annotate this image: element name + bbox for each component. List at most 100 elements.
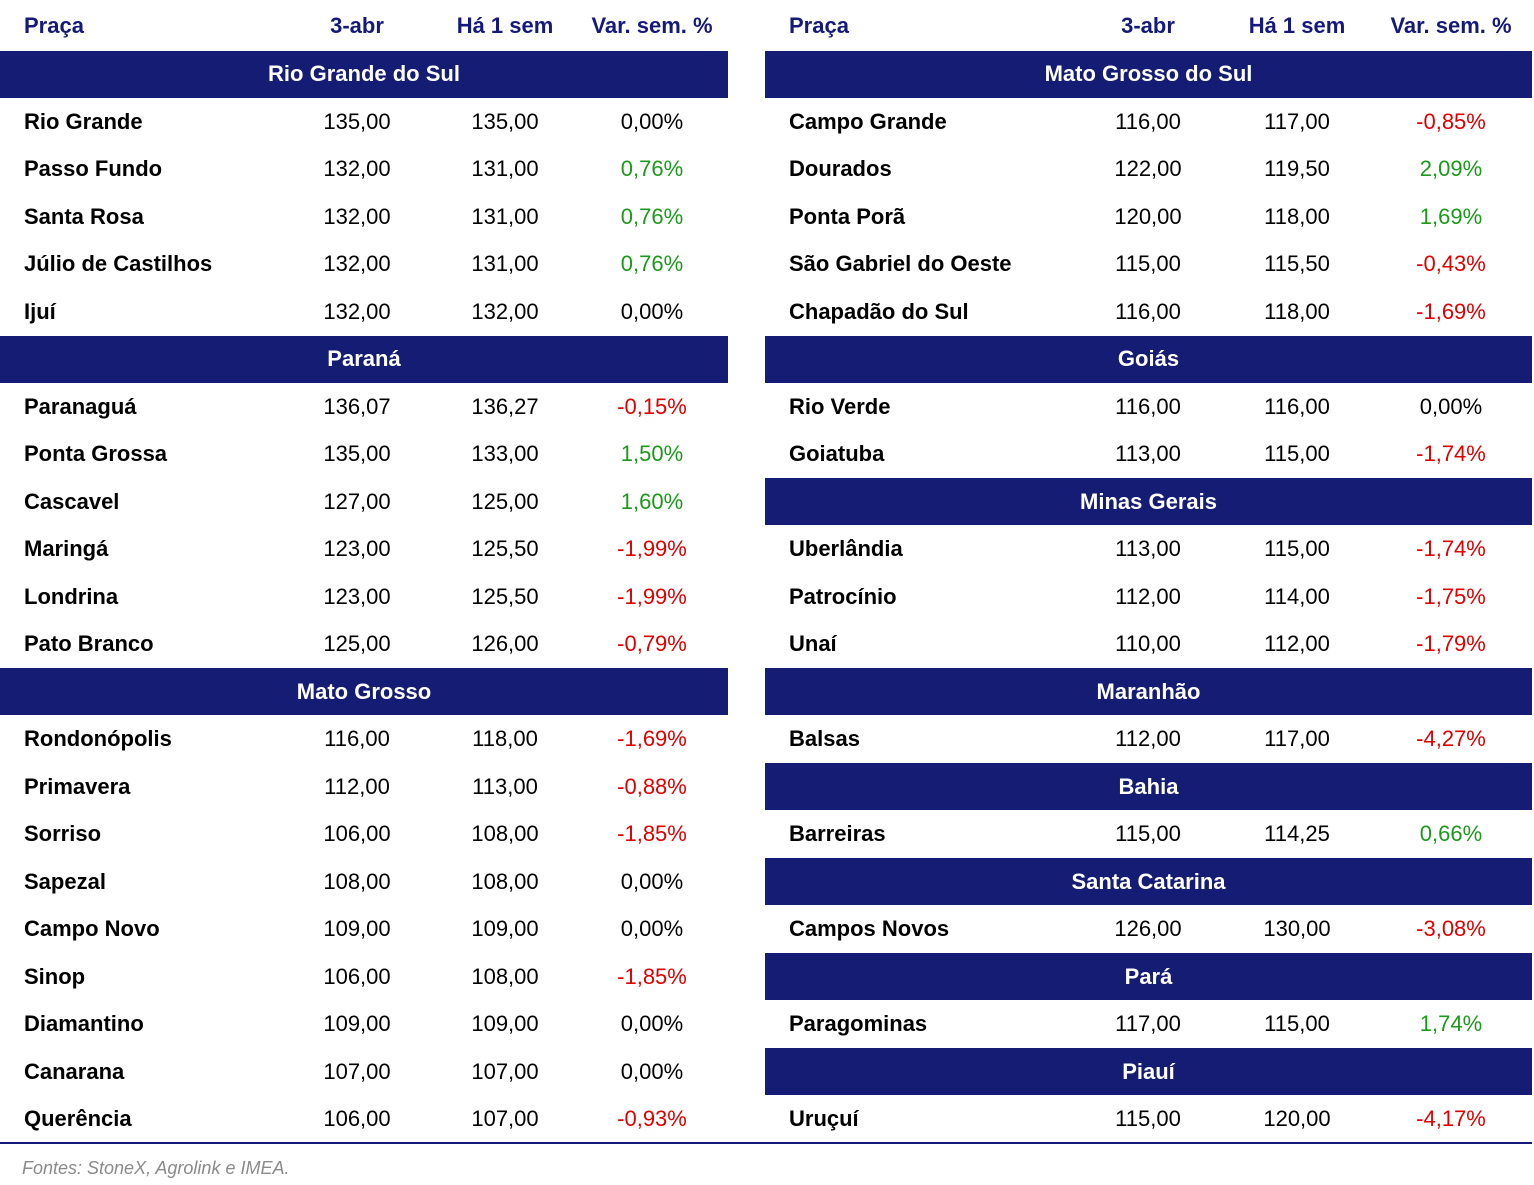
price: 123,00 [323, 536, 391, 561]
place-name: Canarana [24, 1058, 125, 1084]
group-title: Pará [1124, 963, 1173, 989]
price: 131,00 [471, 251, 539, 276]
price: 125,50 [471, 583, 539, 609]
price: 123,00 [323, 583, 391, 609]
variation: -1,69% [1416, 298, 1486, 324]
price: 115,50 [1264, 251, 1330, 276]
place-name: Primavera [24, 773, 131, 799]
variation: 0,76% [620, 156, 684, 181]
price: 118,00 [1264, 203, 1330, 229]
column-header: Há 1 sem [456, 13, 554, 38]
variation: 1,50% [620, 441, 684, 466]
price: 135,00 [471, 108, 539, 134]
place-name: Ponta Grossa [24, 441, 168, 466]
place-name: Júlio de Castilhos [24, 251, 213, 276]
variation: 0,00% [1419, 393, 1483, 419]
price: 109,00 [323, 1011, 391, 1036]
place-name: Paragominas [789, 1011, 928, 1036]
group-title: Maranhão [1096, 678, 1201, 704]
price: 112,00 [1115, 583, 1181, 609]
variation: -1,85% [617, 963, 687, 989]
place-name: Chapadão do Sul [789, 298, 969, 324]
column-header: Praça [789, 13, 849, 38]
price: 109,00 [471, 916, 539, 941]
variation: -0,93% [617, 1106, 687, 1131]
place-name: Goiatuba [789, 441, 885, 466]
variation: 2,09% [1419, 156, 1483, 181]
price: 119,50 [1264, 156, 1330, 181]
price: 120,00 [1114, 203, 1182, 229]
price: 106,00 [323, 963, 391, 989]
variation: -0,88% [617, 773, 687, 799]
place-name: Rondonópolis [24, 726, 172, 751]
variation: -1,79% [1416, 631, 1486, 656]
variation: -1,74% [1416, 441, 1486, 466]
variation: -1,85% [617, 821, 687, 846]
price: 115,00 [1264, 441, 1330, 466]
place-name: Campo Grande [789, 108, 947, 134]
place-name: Santa Rosa [24, 203, 144, 229]
price: 108,00 [323, 868, 391, 894]
place-name: Ijuí [24, 298, 56, 324]
variation: 0,66% [1419, 821, 1483, 846]
price: 115,00 [1115, 251, 1181, 276]
group-title: Bahia [1118, 773, 1179, 799]
variation: -0,79% [617, 631, 687, 656]
variation: 1,60% [620, 488, 684, 514]
column-header: Praça [24, 13, 84, 38]
price: 116,00 [1115, 108, 1181, 134]
place-name: Sorriso [24, 821, 102, 846]
price: 133,00 [471, 441, 539, 466]
group-title: Minas Gerais [1080, 488, 1217, 514]
variation: -1,69% [617, 726, 687, 751]
variation: 0,00% [620, 298, 684, 324]
column-header: Var. sem. % [1390, 13, 1512, 38]
place-name: Balsas [789, 726, 860, 751]
column-header: 3-abr [330, 13, 384, 38]
price: 132,00 [323, 298, 391, 324]
price: 132,00 [323, 203, 391, 229]
price: 107,00 [323, 1058, 391, 1084]
place-name: Londrina [24, 583, 119, 609]
price: 109,00 [323, 916, 391, 941]
bottom-rule [0, 1142, 1532, 1144]
price: 126,00 [1114, 916, 1182, 941]
price: 127,00 [323, 488, 391, 514]
price: 114,25 [1264, 821, 1330, 846]
place-name: Uberlândia [789, 536, 903, 561]
price: 136,07 [323, 393, 391, 419]
variation: -0,15% [617, 393, 687, 419]
price: 116,00 [1115, 298, 1181, 324]
price: 132,00 [323, 156, 391, 181]
group-band [0, 335, 728, 383]
price: 110,00 [1115, 631, 1181, 656]
price: 116,00 [324, 726, 390, 751]
price: 135,00 [323, 108, 391, 134]
group-band [765, 1048, 1532, 1095]
place-name: Sapezal [24, 868, 106, 894]
group-title: Mato Grosso do Sul [1044, 61, 1253, 86]
place-name: Sinop [24, 963, 86, 989]
price: 108,00 [471, 868, 539, 894]
group-band [765, 668, 1532, 715]
price: 115,00 [1264, 536, 1330, 561]
price: 107,00 [471, 1058, 539, 1084]
price: 118,00 [472, 726, 538, 751]
price: 106,00 [323, 1106, 391, 1131]
variation: -1,99% [617, 536, 687, 561]
place-name: Passo Fundo [24, 156, 163, 181]
price: 107,00 [471, 1106, 539, 1131]
variation: 0,00% [620, 868, 684, 894]
price: 136,27 [471, 393, 539, 419]
price: 116,00 [1115, 393, 1181, 419]
price: 108,00 [471, 821, 539, 846]
group-title: Piauí [1122, 1058, 1175, 1084]
variation: 1,69% [1419, 203, 1483, 229]
place-name: Uruçuí [789, 1106, 859, 1131]
price: 130,00 [1263, 916, 1331, 941]
group-title: Mato Grosso [296, 678, 432, 704]
group-band [765, 953, 1532, 1000]
place-name: Paranaguá [24, 393, 137, 419]
price: 125,50 [471, 536, 539, 561]
